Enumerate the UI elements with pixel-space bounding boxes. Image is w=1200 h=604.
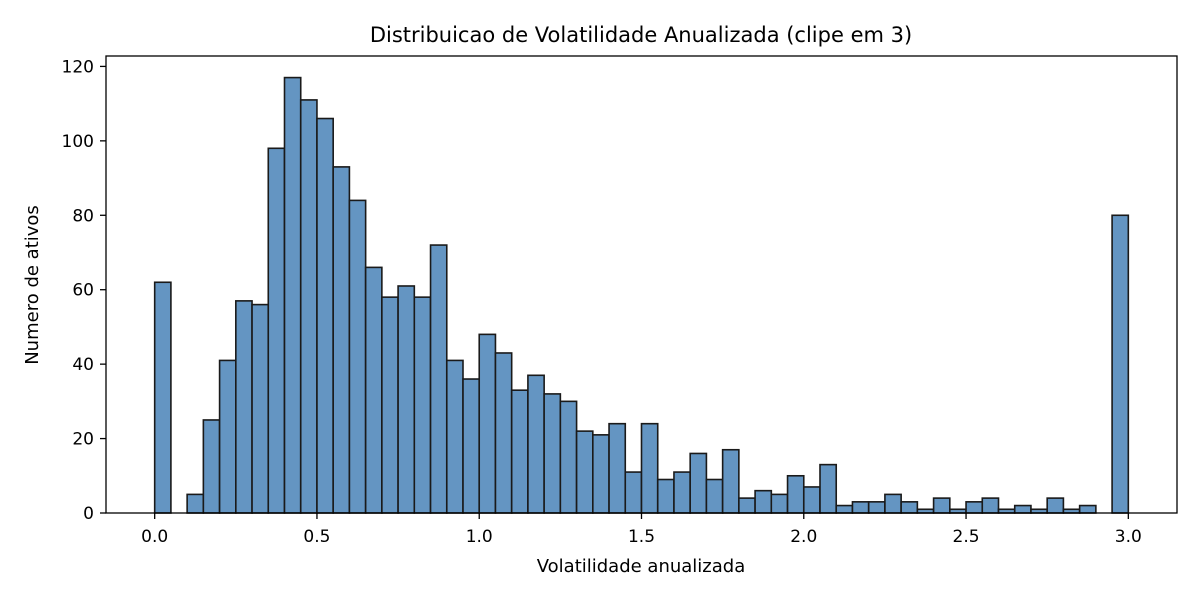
y-tick-label: 80 <box>72 206 94 226</box>
histogram-bar <box>900 501 919 514</box>
x-tick-label: 0.5 <box>303 527 330 547</box>
histogram-bar <box>608 422 627 514</box>
y-tick-label: 120 <box>62 57 94 77</box>
y-axis-label: Numero de ativos <box>22 205 43 365</box>
histogram-bar <box>656 478 675 514</box>
histogram-bar <box>738 497 756 514</box>
histogram-bar <box>932 497 951 514</box>
histogram-bar <box>413 296 432 514</box>
histogram-bar <box>754 489 773 514</box>
histogram-bar <box>381 296 399 514</box>
histogram-bar <box>1013 504 1032 514</box>
histogram-bar <box>218 359 237 514</box>
y-tick-label: 20 <box>72 430 94 450</box>
histogram-bar <box>397 285 416 514</box>
histogram-bar <box>965 501 984 514</box>
histogram-bar <box>640 422 659 514</box>
histogram-bar <box>543 393 562 514</box>
histogram-bar <box>1078 504 1097 514</box>
histogram-bar <box>202 419 221 514</box>
histogram-bar <box>851 501 870 514</box>
histogram-bar <box>592 434 610 514</box>
histogram-bar <box>267 147 286 514</box>
y-tick-label: 0 <box>83 504 94 524</box>
histogram-bar <box>884 493 902 514</box>
histogram-bar <box>283 76 302 514</box>
histogram-bar <box>559 400 578 514</box>
histogram-bar <box>316 117 334 514</box>
histogram-bar <box>575 430 594 514</box>
bars-group <box>153 76 1130 514</box>
histogram-bar <box>153 281 172 514</box>
histogram-bar <box>348 199 367 514</box>
y-tick-label: 40 <box>72 355 94 375</box>
histogram-bar <box>1046 497 1065 514</box>
histogram-bar <box>235 300 253 514</box>
chart-title: Distribuicao de Volatilidade Anualizada … <box>370 23 912 47</box>
histogram-bar <box>770 493 789 514</box>
histogram-bar <box>478 333 497 514</box>
histogram-bar <box>867 501 886 514</box>
histogram-bar <box>819 463 838 514</box>
histogram-bar <box>689 452 708 514</box>
histogram-bar <box>251 303 270 514</box>
x-tick-label: 2.5 <box>953 527 980 547</box>
histogram-bar <box>624 471 643 514</box>
x-tick-label: 3.0 <box>1115 527 1142 547</box>
x-tick-label: 1.0 <box>466 527 493 547</box>
y-tick-label: 100 <box>62 132 94 152</box>
histogram-bar <box>364 266 383 514</box>
histogram-bar <box>802 486 821 514</box>
histogram-bar <box>494 352 513 514</box>
histogram-bar <box>1111 214 1130 514</box>
histogram-bar <box>786 474 805 514</box>
x-axis-ticks: 0.0 0.5 1.0 1.5 2.0 2.5 3.0 <box>141 513 1142 547</box>
histogram-bar <box>332 166 351 514</box>
histogram-bar <box>299 99 318 514</box>
y-axis-ticks: 0 20 40 60 80 100 120 <box>62 57 106 524</box>
histogram-bar <box>186 493 205 514</box>
histogram-bar <box>705 478 724 514</box>
x-tick-label: 0.0 <box>141 527 168 547</box>
histogram-bar <box>445 359 464 514</box>
histogram-bar <box>510 389 529 514</box>
x-axis-label: Volatilidade anualizada <box>537 556 746 577</box>
histogram-bar <box>981 497 1000 514</box>
y-tick-label: 60 <box>72 281 94 301</box>
histogram-bar <box>527 374 545 514</box>
histogram-bar <box>429 244 448 514</box>
histogram-bar <box>462 378 481 514</box>
histogram-bar <box>721 448 740 514</box>
histogram-bar <box>673 471 691 514</box>
histogram-bar <box>835 504 854 514</box>
x-tick-label: 2.0 <box>790 527 817 547</box>
x-tick-label: 1.5 <box>628 527 655 547</box>
